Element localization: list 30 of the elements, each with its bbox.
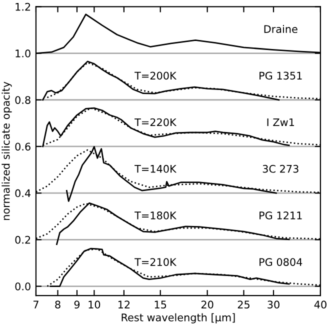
x-tick-label: 30	[268, 300, 280, 309]
y-tick-label: 1.2	[16, 2, 30, 11]
annotation: T=180K	[134, 212, 177, 220]
y-tick-label: 1.0	[16, 50, 30, 58]
x-tick-label: 25	[238, 300, 250, 309]
annotation: T=200K	[134, 72, 177, 80]
series-label: PG 0804	[260, 258, 302, 266]
x-tick-label: 7	[34, 300, 38, 308]
x-axis-title: Rest wavelength [μm]	[122, 313, 235, 324]
series-label: I Zw1	[267, 118, 294, 126]
y-tick-label: 0.6	[15, 142, 30, 151]
y-tick-label: 0.2	[15, 236, 30, 244]
annotation: T=210K	[134, 258, 177, 266]
y-tick-label: 0.0	[15, 282, 30, 290]
y-axis-title: normalized silicate opacity	[2, 82, 12, 220]
annotation: T=220K	[134, 118, 177, 126]
x-tick-label: 8	[55, 300, 60, 309]
x-tick-label: 10	[88, 300, 100, 309]
series-label: 3C 273	[262, 164, 298, 173]
x-tick-label: 15	[154, 300, 166, 309]
x-tick-label: 40	[314, 300, 326, 309]
annotation: T=140K	[134, 164, 177, 173]
x-tick-label: 20	[201, 300, 214, 309]
y-tick-label: 0.4	[15, 189, 31, 198]
series-label: PG 1351	[260, 72, 302, 80]
series-label: Draine	[264, 24, 298, 33]
x-tick-label: 12	[118, 300, 130, 308]
x-tick-label: 9	[74, 300, 80, 309]
series-label: PG 1211	[260, 212, 302, 220]
y-tick-label: 0.8	[15, 96, 30, 104]
